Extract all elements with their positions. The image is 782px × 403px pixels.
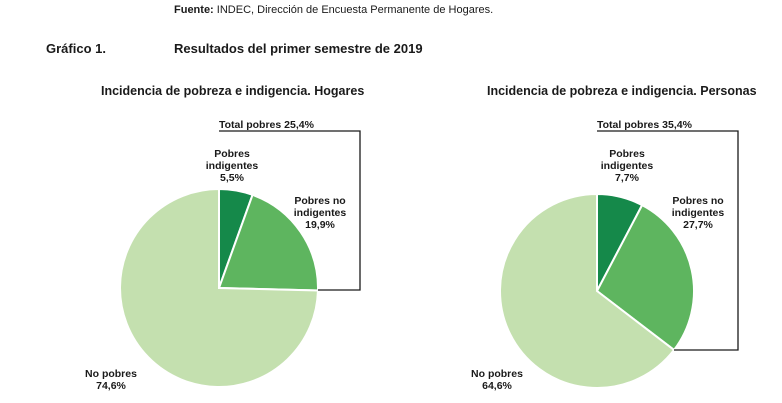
- pie-slice-hogares-1: [217, 193, 319, 292]
- slice-value-personas-2: 64,6%: [482, 380, 512, 392]
- slice-value-personas-1: 27,7%: [683, 219, 713, 231]
- slice-value-hogares-1: 19,9%: [305, 219, 335, 231]
- total-bracket-hogares: [219, 130, 361, 291]
- figure-label: Gráfico 1.: [46, 41, 106, 56]
- pie-slice-personas-2: [499, 192, 676, 389]
- slice-value-hogares-0: 5,5%: [220, 172, 245, 184]
- chart-title-personas: Incidencia de pobreza e indigencia. Pers…: [487, 84, 757, 98]
- slice-label-hogares-2-0: No pobres: [85, 368, 137, 380]
- slice-label-hogares-0-1: indigentes: [206, 160, 259, 172]
- pie-slice-personas-1: [595, 203, 695, 352]
- slice-label-hogares-0-0: Pobres: [214, 148, 250, 160]
- total-label-personas: Total pobres 35,4%: [597, 119, 693, 131]
- source-label: Fuente:: [174, 4, 214, 16]
- source-note: Fuente: INDEC, Dirección de Encuesta Per…: [174, 4, 493, 16]
- chart-title-hogares: Incidencia de pobreza e indigencia. Hoga…: [101, 84, 365, 98]
- figure-title: Resultados del primer semestre de 2019: [174, 41, 423, 56]
- slice-label-personas-1-0: Pobres no: [672, 195, 723, 207]
- source-text: INDEC, Dirección de Encuesta Permanente …: [216, 4, 494, 16]
- slice-label-hogares-1-1: indigentes: [294, 207, 347, 219]
- total-bracket-personas: [597, 130, 739, 351]
- slice-label-hogares-1-0: Pobres no: [294, 195, 345, 207]
- slice-label-personas-0-1: indigentes: [601, 160, 654, 172]
- slice-value-hogares-2: 74,6%: [96, 380, 126, 392]
- pie-slice-hogares-2: [119, 187, 319, 388]
- slice-value-personas-0: 7,7%: [615, 172, 640, 184]
- total-label-hogares: Total pobres 25,4%: [219, 119, 315, 131]
- slice-label-personas-0-0: Pobres: [609, 148, 645, 160]
- slice-label-personas-2-0: No pobres: [471, 368, 523, 380]
- slice-label-personas-1-1: indigentes: [672, 207, 725, 219]
